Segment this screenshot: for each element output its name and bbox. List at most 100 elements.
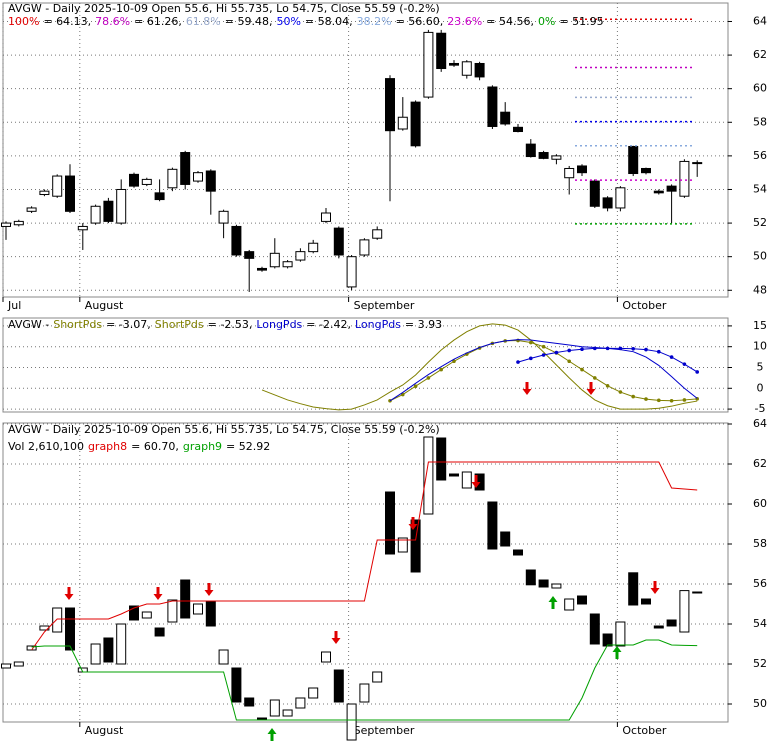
candle-body: [653, 190, 664, 194]
header-item: = 60.70,: [131, 440, 179, 453]
candle-body: [13, 220, 24, 226]
sell-arrow: [650, 581, 660, 594]
candle-body: [167, 168, 178, 189]
x-tick-label: September: [354, 299, 415, 312]
candle-body: [244, 251, 255, 259]
y-tick-label: 64: [753, 14, 767, 27]
sell-arrow: [153, 587, 163, 600]
header-item: 100%: [8, 15, 39, 28]
candle-body: [13, 661, 24, 667]
header-item: = 51.95: [559, 15, 603, 28]
y-tick-label: 54: [753, 617, 767, 630]
candle-body: [218, 210, 229, 224]
y-tick-label: 10: [753, 340, 767, 353]
sell-arrow: [331, 631, 341, 644]
x-tick-label: August: [85, 724, 124, 737]
lower-title: AVGW - Daily 2025-10-09 Open 55.6, Hi 55…: [8, 423, 440, 436]
header-item: graph9: [183, 440, 222, 453]
candle-body: [308, 242, 319, 253]
candle-body: [193, 172, 203, 182]
sell-arrow: [586, 382, 596, 395]
header-item: = 54.56,: [486, 15, 534, 28]
candle-body: [423, 31, 434, 98]
indicator-legend: AVGW - ShortPds = -3.07, ShortPds = -2.53, Lo…: [8, 318, 442, 331]
header-item: Vol 2,610,100: [8, 440, 84, 453]
header-item: 38.2%: [357, 15, 392, 28]
sell-arrow: [408, 517, 418, 530]
candle-body: [116, 188, 127, 224]
candle-body: [205, 170, 216, 192]
panel-frame: [2, 317, 729, 413]
series-line: [389, 339, 698, 402]
y-tick-label: 0: [757, 381, 764, 394]
y-tick-label: 52: [753, 216, 767, 229]
series-line: [517, 347, 698, 373]
y-tick-label: 50: [753, 697, 767, 710]
candle-body: [385, 78, 395, 132]
candle-body: [397, 116, 408, 130]
candle-body: [154, 192, 165, 201]
lower-legend: Vol 2,610,100 graph8 = 60.70, graph9 = 52.92: [8, 440, 270, 453]
candle-body: [295, 697, 306, 709]
y-tick-label: 56: [753, 149, 767, 162]
y-tick-label: 50: [753, 250, 767, 263]
candle-body: [513, 126, 523, 133]
header-item: ShortPds: [155, 318, 204, 331]
candle-body: [1, 663, 11, 669]
candle-body: [359, 683, 370, 703]
candle-body: [180, 579, 191, 619]
candle-body: [257, 267, 267, 271]
header-item: LongPds: [256, 318, 302, 331]
series-line: [31, 639, 698, 721]
header-item: AVGW -: [8, 318, 49, 331]
candle-body: [52, 175, 63, 197]
header-item: graph8: [88, 440, 127, 453]
candle-body: [423, 436, 434, 515]
candle-body: [410, 519, 421, 573]
candle-body: [295, 251, 306, 261]
candle-body: [205, 601, 216, 627]
candle-body: [167, 599, 178, 623]
candle-body: [282, 261, 293, 268]
candle-body: [551, 155, 562, 160]
candle-body: [628, 572, 639, 606]
candle-body: [666, 619, 677, 627]
header-item: = 3.93: [405, 318, 442, 331]
y-tick-label: 48: [753, 283, 767, 296]
candle-body: [372, 671, 383, 683]
candle-body: [39, 190, 50, 196]
candle-body: [308, 687, 319, 699]
candle-body: [551, 583, 562, 589]
candle-body: [129, 605, 139, 621]
candle-body: [65, 175, 75, 212]
header-item: = -3.07,: [106, 318, 151, 331]
sell-arrow: [471, 475, 481, 488]
sell-arrow: [204, 583, 214, 596]
candle-body: [615, 621, 626, 647]
candle-body: [513, 549, 523, 556]
header-item: 50%: [276, 15, 300, 28]
candle-body: [679, 590, 690, 633]
candle-body: [90, 205, 101, 224]
candle-body: [26, 207, 37, 212]
y-tick-label: 58: [753, 115, 767, 128]
price-title: AVGW - Daily 2025-10-09 Open 55.6, Hi 55…: [8, 2, 440, 15]
y-tick-label: 58: [753, 537, 767, 550]
x-tick-label: October: [622, 724, 666, 737]
header-item: 78.6%: [95, 15, 130, 28]
candle-body: [525, 569, 536, 586]
candle-body: [141, 178, 152, 185]
candle-body: [602, 633, 613, 647]
candle-body: [589, 613, 600, 645]
y-tick-label: 62: [753, 457, 767, 470]
candle-body: [372, 229, 383, 239]
candle-body: [103, 637, 114, 663]
candle-body: [615, 187, 626, 209]
buy-arrow: [612, 646, 622, 659]
y-tick-label: 64: [753, 417, 767, 430]
candle-body: [269, 699, 280, 717]
y-tick-label: 62: [753, 48, 767, 61]
candle-body: [641, 167, 651, 174]
x-tick-label: October: [622, 299, 666, 312]
candle-body: [269, 252, 280, 268]
